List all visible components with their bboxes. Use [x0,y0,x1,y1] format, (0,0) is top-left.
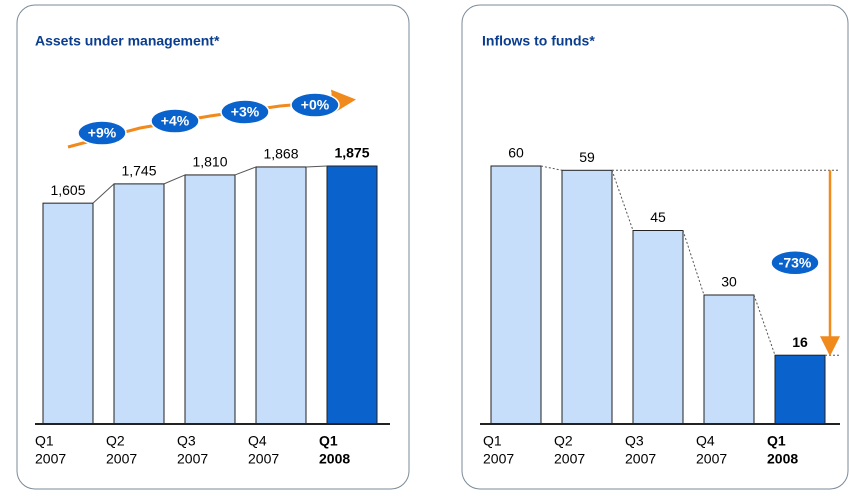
value-label: 1,745 [121,163,156,179]
value-label: 45 [650,209,666,225]
connector [305,165,328,168]
annotation: +9% [88,125,117,141]
bar [632,230,684,425]
value-label: 59 [579,149,595,165]
x-tick-label: Q1 [483,433,502,449]
x-tick-label: 2007 [248,451,279,467]
x-tick-label: Q1 [319,433,338,449]
bar [774,354,826,425]
bar [561,169,613,425]
x-tick-label: 2007 [554,451,585,467]
x-tick-label: 2007 [483,451,514,467]
x-tick-label: Q2 [554,433,573,449]
x-tick-label: Q4 [696,433,715,449]
x-tick-label: Q3 [625,433,644,449]
value-label: 1,868 [263,146,298,162]
bar [184,174,236,425]
value-label: 16 [792,334,808,350]
x-tick-label: Q1 [35,433,54,449]
x-tick-label: 2007 [106,451,137,467]
annotation: +0% [301,97,330,113]
bar [326,165,378,425]
connector [163,174,186,185]
x-tick-label: 2007 [177,451,208,467]
x-tick-label: 2007 [625,451,656,467]
x-tick-label: 2008 [767,451,798,467]
annotation: +4% [161,113,190,129]
badge [770,250,820,276]
value-label: 1,875 [334,145,369,161]
x-tick-label: Q2 [106,433,125,449]
x-tick-label: Q4 [248,433,267,449]
connector [682,230,705,296]
badge [220,99,270,125]
value-label: 60 [508,145,524,161]
chart-title: Assets under management* [35,33,220,49]
connector [753,294,776,356]
x-tick-label: Q3 [177,433,196,449]
value-label: 1,605 [50,182,85,198]
bar [255,166,307,425]
badge [150,108,200,134]
annotation: +3% [231,104,260,120]
x-tick-label: Q1 [767,433,786,449]
bar [703,294,755,425]
connector [611,170,634,231]
connector [540,165,563,171]
x-tick-label: 2008 [319,451,350,467]
connector [234,166,257,176]
connector [92,183,115,204]
badge [290,92,340,118]
x-tick-label: 2007 [35,451,66,467]
value-label: 1,810 [192,154,227,170]
bar [113,183,165,425]
bar [42,202,94,425]
annotation: -73% [779,254,812,270]
chart-title: Inflows to funds* [482,33,595,49]
value-label: 30 [721,274,737,290]
bar [490,165,542,425]
badge [77,120,127,146]
x-tick-label: 2007 [696,451,727,467]
